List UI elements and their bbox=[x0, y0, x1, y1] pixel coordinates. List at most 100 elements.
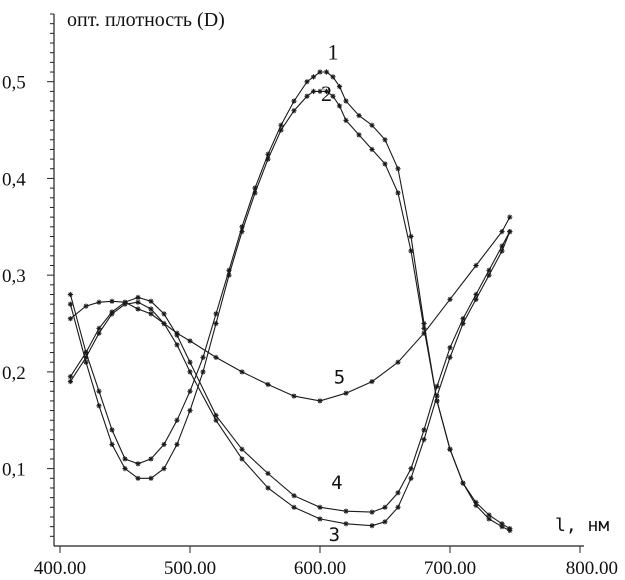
data-point bbox=[83, 303, 89, 309]
y-tick-labels: 0,1 0,2 0,3 0,4 0,5 bbox=[2, 73, 26, 481]
data-point bbox=[460, 480, 466, 486]
x-tick-label: 800.00 bbox=[566, 558, 618, 579]
data-point bbox=[369, 122, 375, 128]
data-point bbox=[109, 298, 115, 304]
data-point bbox=[382, 504, 388, 510]
data-point bbox=[109, 311, 115, 317]
curve-labels: 1 2 5 4 3 bbox=[321, 39, 345, 546]
data-point bbox=[369, 378, 375, 385]
series-4 bbox=[67, 229, 513, 529]
data-point bbox=[447, 446, 453, 452]
y-minor-ticks bbox=[47, 13, 54, 537]
y-axis-title: опт. плотность (D) bbox=[67, 9, 225, 31]
curve-label-2: 2 bbox=[321, 81, 332, 106]
data-point bbox=[499, 229, 505, 235]
data-point bbox=[369, 523, 375, 529]
data-point bbox=[148, 298, 154, 304]
data-point bbox=[148, 456, 154, 462]
data-point bbox=[67, 291, 73, 298]
data-point bbox=[486, 272, 492, 278]
data-point bbox=[83, 349, 89, 356]
data-point bbox=[336, 83, 343, 90]
curve-label-3: 3 bbox=[329, 524, 340, 546]
data-point bbox=[421, 325, 427, 331]
y-tick-label: 0,2 bbox=[2, 363, 26, 384]
data-point bbox=[473, 296, 479, 302]
data-point bbox=[187, 369, 193, 375]
data-point bbox=[395, 490, 401, 496]
data-point bbox=[369, 509, 375, 515]
data-point bbox=[317, 516, 323, 522]
data-point bbox=[200, 354, 206, 360]
data-point bbox=[434, 383, 440, 389]
x-tick-label: 500.00 bbox=[164, 558, 216, 579]
data-point bbox=[447, 354, 453, 360]
series-5 bbox=[67, 214, 513, 404]
series-line-2 bbox=[69, 90, 511, 531]
data-point bbox=[174, 342, 180, 348]
data-point bbox=[67, 374, 73, 380]
data-point bbox=[421, 437, 427, 443]
data-point bbox=[174, 330, 180, 336]
data-point bbox=[382, 519, 388, 525]
data-point bbox=[507, 527, 513, 534]
data-point bbox=[310, 88, 317, 94]
series-line-4 bbox=[69, 231, 511, 527]
data-point bbox=[109, 441, 115, 448]
data-point bbox=[122, 299, 128, 305]
data-point bbox=[291, 393, 297, 399]
series-2 bbox=[67, 88, 513, 534]
data-point bbox=[408, 466, 414, 472]
data-point bbox=[278, 127, 284, 133]
data-point bbox=[135, 475, 141, 481]
data-point bbox=[343, 508, 349, 514]
data-point bbox=[486, 267, 492, 273]
data-point bbox=[356, 132, 362, 138]
data-point bbox=[330, 74, 336, 80]
data-point bbox=[291, 108, 297, 114]
data-point bbox=[278, 122, 284, 128]
data-point bbox=[499, 524, 505, 530]
curve-label-1: 1 bbox=[328, 39, 339, 64]
data-point bbox=[122, 466, 128, 472]
data-point bbox=[135, 461, 141, 467]
data-point bbox=[473, 291, 479, 298]
data-point bbox=[499, 248, 505, 254]
curve-label-4: 4 bbox=[331, 472, 342, 494]
data-point bbox=[148, 306, 154, 312]
data-point bbox=[291, 504, 297, 510]
data-point bbox=[343, 98, 349, 104]
data-point bbox=[96, 325, 102, 331]
data-point bbox=[213, 417, 219, 423]
data-point bbox=[67, 316, 73, 322]
series-1 bbox=[67, 69, 513, 532]
y-tick-label: 0,3 bbox=[2, 266, 26, 287]
data-point bbox=[135, 294, 141, 301]
data-point bbox=[226, 272, 232, 278]
data-point bbox=[96, 403, 102, 409]
data-point bbox=[161, 311, 167, 317]
data-point bbox=[408, 475, 414, 481]
x-tick-label: 700.00 bbox=[424, 558, 476, 579]
series-group bbox=[67, 69, 513, 534]
data-point bbox=[122, 456, 128, 462]
data-point bbox=[148, 475, 154, 481]
data-point bbox=[343, 521, 349, 527]
data-point bbox=[265, 381, 271, 388]
data-point bbox=[395, 359, 401, 365]
data-point bbox=[447, 345, 453, 351]
series-line-3 bbox=[69, 231, 511, 513]
data-point bbox=[460, 316, 466, 322]
data-point bbox=[135, 306, 141, 312]
data-point bbox=[304, 93, 310, 99]
data-point bbox=[356, 112, 362, 119]
data-point bbox=[460, 320, 466, 327]
data-point bbox=[323, 88, 330, 94]
data-point bbox=[323, 69, 330, 75]
data-point bbox=[239, 446, 245, 452]
curve-label-5: 5 bbox=[334, 366, 345, 388]
data-point bbox=[304, 79, 310, 85]
data-point bbox=[382, 161, 388, 167]
